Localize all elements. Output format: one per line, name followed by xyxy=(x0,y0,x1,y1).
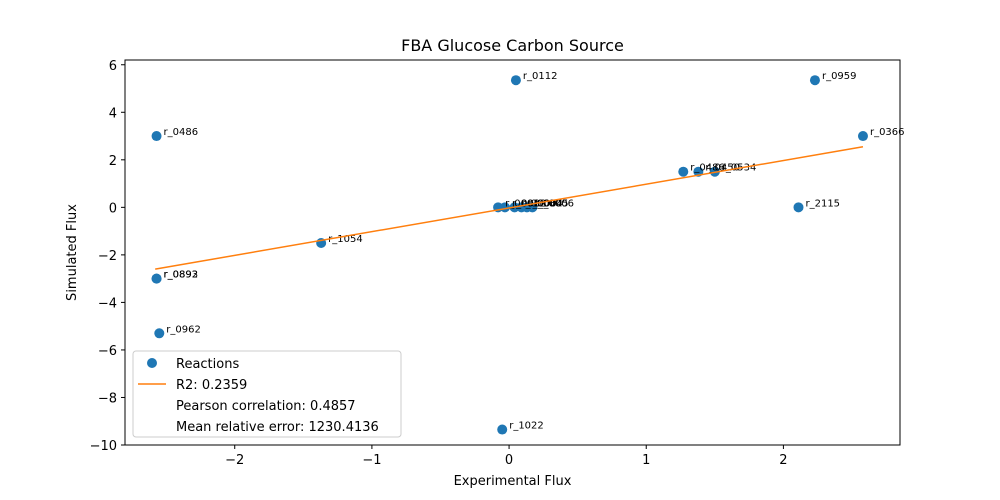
y-tick-label: −10 xyxy=(90,439,117,454)
data-point-label: r_2115 xyxy=(805,198,840,209)
data-point xyxy=(793,202,804,213)
y-tick-label: −8 xyxy=(98,391,117,406)
x-axis-title: Experimental Flux xyxy=(454,474,572,489)
data-point xyxy=(510,75,521,86)
y-tick-label: −4 xyxy=(98,296,117,311)
y-axis-title: Simulated Flux xyxy=(65,204,80,301)
data-point-label: r_0962 xyxy=(166,324,201,335)
data-point xyxy=(497,424,508,435)
x-tick-label: 0 xyxy=(505,453,513,468)
plot-area-frame xyxy=(124,59,901,446)
data-point-label: r_0486 xyxy=(690,163,725,174)
fit-line xyxy=(155,146,864,270)
data-point xyxy=(857,131,868,142)
chart-title: FBA Glucose Carbon Source xyxy=(401,36,624,55)
data-point-label: r_0004 xyxy=(528,198,563,209)
data-point-label: r_0112 xyxy=(523,71,558,82)
y-tick-label: −2 xyxy=(98,249,117,264)
data-point xyxy=(154,328,165,339)
data-point-label: r_0005 xyxy=(534,198,569,209)
data-point xyxy=(151,273,162,284)
data-point xyxy=(809,75,820,86)
y-tick-label: 6 xyxy=(109,59,117,74)
data-point-label: r_0486 xyxy=(164,127,199,138)
data-point-label: r_0959 xyxy=(822,71,857,82)
y-tick-label: 4 xyxy=(109,106,117,121)
y-tick-label: 0 xyxy=(109,201,117,216)
data-point-label: r_0366 xyxy=(870,127,905,138)
data-point-label: r_0003 xyxy=(522,198,557,209)
data-point xyxy=(678,166,689,177)
data-point xyxy=(151,131,162,142)
legend-entry-label: R2: 0.2359 xyxy=(176,378,247,393)
legend-box xyxy=(132,350,402,438)
data-point-label: r_0450 xyxy=(705,163,740,174)
x-tick-label: −1 xyxy=(362,453,381,468)
data-point-label: r_1022 xyxy=(509,421,544,432)
data-point-label: r_1054 xyxy=(328,234,363,245)
x-tick-label: 1 xyxy=(642,453,650,468)
y-tick-label: −6 xyxy=(98,344,117,359)
data-point-label: r_0893 xyxy=(164,270,199,281)
x-tick-label: −2 xyxy=(225,453,244,468)
data-point-label: r_0006 xyxy=(539,198,574,209)
legend-dot-marker xyxy=(147,358,157,368)
legend-entry-label: Mean relative error: 1230.4136 xyxy=(176,420,379,435)
x-tick-label: 2 xyxy=(779,453,787,468)
data-point xyxy=(499,202,510,213)
data-point-label: r_0892 xyxy=(164,270,199,281)
legend-entry-label: Pearson correlation: 0.4857 xyxy=(176,399,356,414)
data-point-label: r_0001 xyxy=(505,198,540,209)
legend-entry-label: Reactions xyxy=(176,357,239,372)
y-tick-label: 2 xyxy=(109,154,117,169)
legend: Reactions R2: 0.2359 Pearson correlation: … xyxy=(132,350,402,438)
